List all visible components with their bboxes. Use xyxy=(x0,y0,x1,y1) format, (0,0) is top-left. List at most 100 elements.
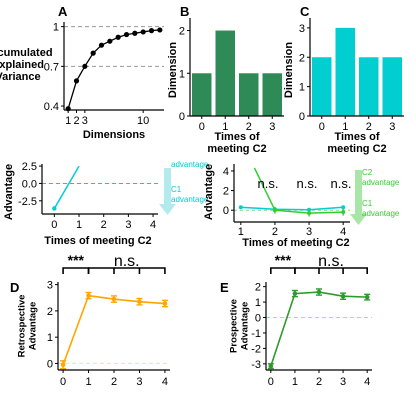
panel-e-point xyxy=(292,291,298,296)
right-mid-ns-annotation: n.s. xyxy=(258,176,279,191)
panel-b-ytick-label: 1 xyxy=(179,68,185,80)
panel-e-point xyxy=(268,363,274,369)
panel-e-ytick-label: -2 xyxy=(251,343,261,355)
panel-e-stars-annotation: *** xyxy=(275,252,292,268)
panel-d-ytick-label: 0 xyxy=(47,358,53,370)
right-mid-xtick-label: 3 xyxy=(306,226,312,238)
left-mid-ylabel: Advantage xyxy=(3,164,15,220)
right-mid-xlabel: Times of meeting C2 xyxy=(242,237,349,249)
panel-letter-e: E xyxy=(220,280,229,295)
panel-a-line xyxy=(67,29,160,109)
panel-a-xlabel: Dimensions xyxy=(83,129,145,141)
panel-e-ytick-label: -3 xyxy=(251,359,261,371)
panel-b-xtick-label: 3 xyxy=(269,121,275,133)
panel-b-ytick-label: 2 xyxy=(179,26,185,38)
panel-letter-b: B xyxy=(180,4,189,19)
left-mid-ytick-label: 0.0 xyxy=(22,178,37,190)
panel-a-point xyxy=(123,31,130,38)
left-mid-top-label: advantage xyxy=(171,160,209,169)
panel-e-series-line xyxy=(270,291,368,367)
panel-a-xtick-label: 2 xyxy=(73,115,79,127)
left-mid-xtick-label: 0 xyxy=(51,219,57,231)
panel-b-bar xyxy=(215,30,235,116)
panel-d-ytick-label: 3 xyxy=(47,280,53,292)
right-mid-xtick-label: 1 xyxy=(238,226,244,238)
left-mid-series-line xyxy=(53,165,80,209)
panel-b-xtick-label: 0 xyxy=(199,121,205,133)
panel-letter-d: D xyxy=(10,280,19,295)
panel-b-ytick-label: 0 xyxy=(179,111,185,123)
right-mid-xtick-label: 4 xyxy=(340,226,346,238)
panel-letter-a: A xyxy=(58,4,68,19)
right-mid-green-point xyxy=(341,210,346,215)
panel-b-xtick-label: 1 xyxy=(222,121,228,133)
left-mid-xtick-label: 2 xyxy=(101,219,107,231)
left-mid-arrow-head xyxy=(159,204,176,215)
panel-e-ytick-label: 0 xyxy=(255,313,261,325)
left-mid-xtick-label: 1 xyxy=(76,219,82,231)
panel-d-point xyxy=(86,293,91,298)
panel-c-bar xyxy=(312,57,332,116)
panel-b-bar xyxy=(239,73,259,116)
panel-c-xtick-label: 2 xyxy=(366,121,372,133)
panel-b-ylabel: Dimension xyxy=(167,42,179,99)
panel-d-series-line xyxy=(62,294,165,366)
panel-d-ylabel: RetrospectiveAdvantage xyxy=(17,295,39,358)
right-mid-ns-annotation: n.s. xyxy=(331,176,352,191)
panel-letter-c: C xyxy=(300,4,310,19)
right-mid-green-line xyxy=(253,167,344,214)
left-mid-xtick-label: 4 xyxy=(150,219,156,231)
panel-a-point xyxy=(107,38,113,44)
right-mid-c2-label: C2 advantage xyxy=(362,168,400,187)
panel-c-bar xyxy=(359,57,379,116)
right-mid-cyan-point xyxy=(238,205,243,210)
panel-d-bracket-ns xyxy=(87,267,166,274)
panel-a-point xyxy=(82,63,88,69)
panel-a-point xyxy=(148,28,155,34)
left-mid-ytick-label: -2.5 xyxy=(18,196,37,208)
right-mid-green-point xyxy=(272,208,277,213)
panel-e-xtick-label: 3 xyxy=(340,376,346,388)
left-mid-xlabel: Times of meeting C2 xyxy=(44,235,151,247)
panel-c-ytick-label: 0 xyxy=(299,111,305,123)
panel-a-point xyxy=(98,42,105,48)
panel-e-ytick-label: -1 xyxy=(251,328,261,340)
panel-c-ytick-label: 1 xyxy=(299,82,305,94)
panel-d-stars-annotation: *** xyxy=(68,252,85,268)
panel-b-xlabel: Times of meeting C2 xyxy=(207,131,266,155)
right-mid-green-point xyxy=(307,211,312,216)
panel-e-point xyxy=(316,289,322,295)
panel-a-point xyxy=(132,30,138,36)
panel-e-xtick-label: 1 xyxy=(292,376,298,388)
right-mid-arrow-head xyxy=(350,214,367,225)
left-mid-ytick-label: 2.5 xyxy=(22,161,37,173)
panel-b-bar xyxy=(262,73,282,116)
panel-e-ylabel: ProspectiveAdvantage xyxy=(229,299,251,353)
right-mid-xtick-label: 2 xyxy=(272,226,278,238)
panel-c-ytick-label: 2 xyxy=(299,52,305,64)
panel-c-ylabel: Dimension xyxy=(283,42,295,99)
panel-e-point xyxy=(364,294,370,300)
panel-d-xtick-label: 2 xyxy=(111,376,117,388)
left-mid-arrow-shaft xyxy=(164,168,171,204)
panel-d-xtick-label: 4 xyxy=(162,376,168,388)
panel-a-point xyxy=(65,106,71,112)
panel-d-xtick-label: 0 xyxy=(60,376,66,388)
panel-c-xtick-label: 3 xyxy=(389,121,395,133)
panel-e-xtick-label: 4 xyxy=(364,376,370,388)
left-mid-point xyxy=(52,206,57,211)
panel-a-point xyxy=(140,29,146,35)
panel-a-point xyxy=(90,50,96,56)
right-mid-ytick-label: 2 xyxy=(223,186,229,198)
left-mid-xtick-label: 3 xyxy=(125,219,131,231)
left-mid-c1-label: C1 advantage xyxy=(171,185,209,204)
panel-a-ytick-label: 1 xyxy=(53,22,59,34)
right-mid-cyan-point xyxy=(341,205,346,210)
panel-d-ytick-label: 1 xyxy=(47,332,53,344)
panel-d-ytick-label: 2 xyxy=(47,306,53,318)
panel-d-bracket-star xyxy=(62,267,90,274)
right-mid-ytick-label: 0 xyxy=(223,205,229,217)
panel-c-bar xyxy=(335,27,355,116)
panel-e-bracket-star xyxy=(270,267,296,274)
